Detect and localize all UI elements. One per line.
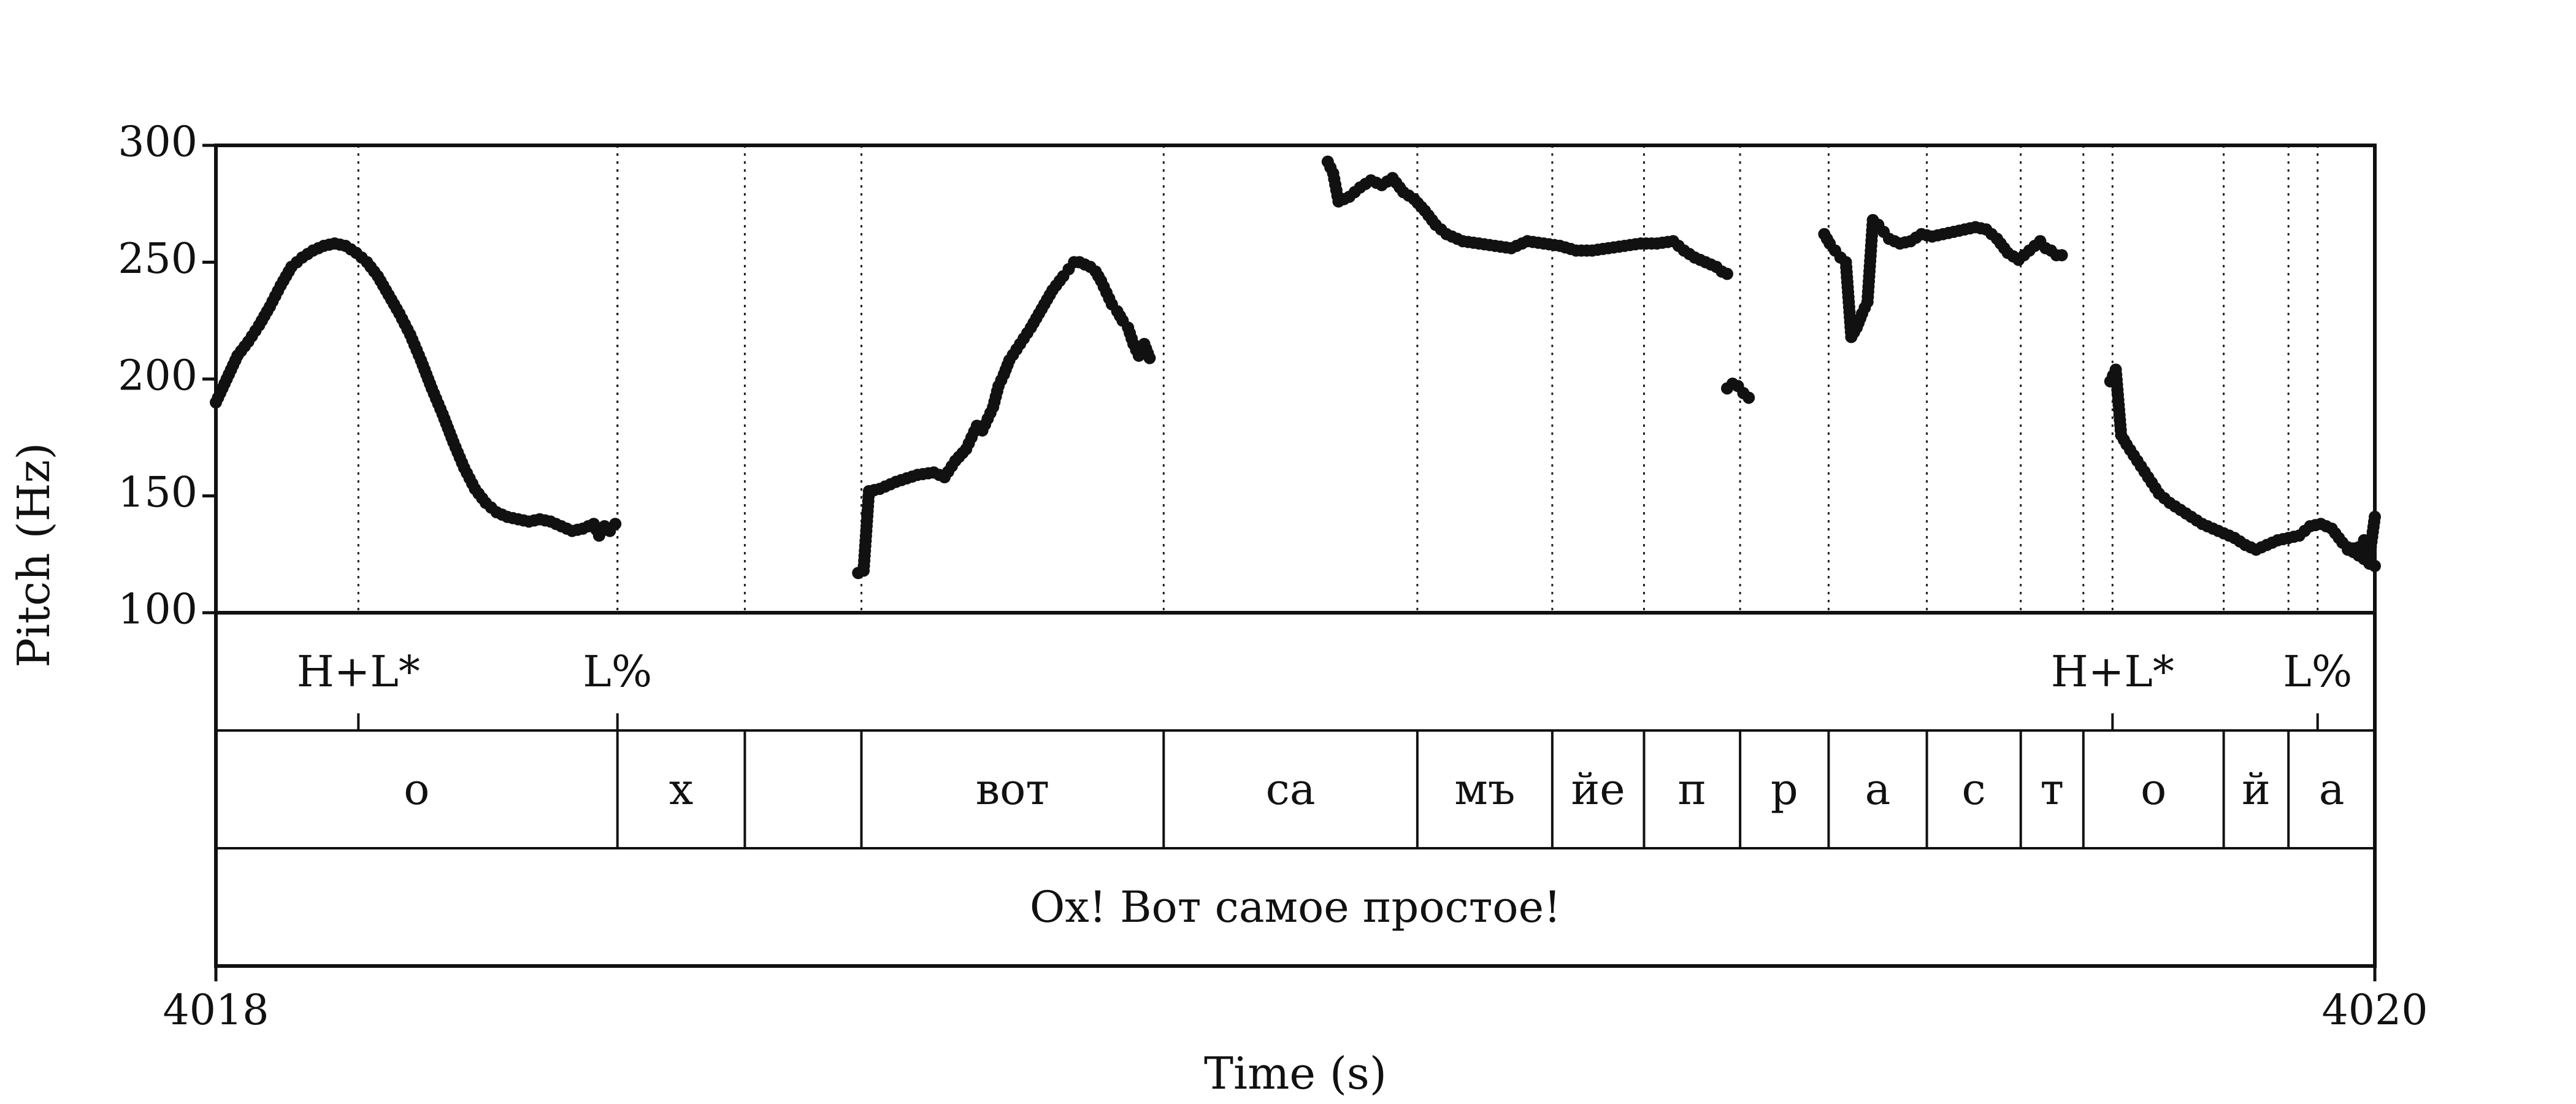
- y-axis: 100 150 200 250 300: [118, 118, 197, 634]
- y-axis-title: Pitch (Hz): [8, 443, 59, 668]
- pitch-point: [2369, 559, 2381, 572]
- pitch-point: [1721, 267, 1733, 280]
- tone-label: L%: [583, 646, 652, 697]
- pitch-point: [609, 518, 622, 531]
- pitch-point: [2369, 510, 2381, 523]
- interval-label: т: [2040, 764, 2064, 815]
- pitch-point: [2055, 249, 2068, 262]
- interval-label: й: [2242, 764, 2271, 815]
- pitch-point: [1143, 351, 1156, 364]
- interval-label: а: [1865, 764, 1891, 815]
- tone-label: H+L*: [2051, 646, 2174, 697]
- x-tick-label: 4020: [2321, 986, 2428, 1035]
- y-tick-label: 300: [118, 118, 197, 167]
- y-tick-marks: [202, 144, 216, 615]
- tone-label: L%: [2283, 646, 2352, 697]
- tier-frame: [214, 611, 2377, 968]
- interval-label: са: [1266, 764, 1316, 815]
- pitch-points: [210, 155, 2381, 580]
- pitch-point: [1742, 391, 1755, 404]
- y-tick-label: 150: [118, 469, 197, 517]
- interval-label: х: [669, 764, 693, 815]
- interval-label: а: [2319, 764, 2345, 815]
- annotation-tiers: H+L* L% H+L* L%о х вот са мъ йе п р а с т о й аОх! Вот с…: [297, 646, 2352, 932]
- y-tick-label: 200: [118, 352, 197, 401]
- interval-label: с: [1962, 764, 1986, 815]
- x-axis: 4018 4020: [163, 966, 2428, 1035]
- y-tick-label: 100: [118, 586, 197, 634]
- interval-label: о: [404, 764, 429, 815]
- interval-label: о: [2141, 764, 2166, 815]
- interval-label: р: [1771, 764, 1798, 815]
- interval-label: п: [1677, 764, 1706, 815]
- boundary-lines: [357, 145, 2319, 613]
- interval-label: Ох! Вот самое простое!: [1030, 882, 1561, 932]
- interval-label: мъ: [1454, 764, 1515, 815]
- y-tick-label: 250: [118, 235, 197, 283]
- x-tick-label: 4018: [163, 986, 269, 1035]
- tone-label: H+L*: [297, 646, 420, 697]
- plot-frame: [214, 144, 2377, 615]
- x-axis-title: Time (s): [1204, 1048, 1387, 1099]
- interval-label: вот: [976, 764, 1049, 815]
- interval-label: йе: [1571, 764, 1625, 815]
